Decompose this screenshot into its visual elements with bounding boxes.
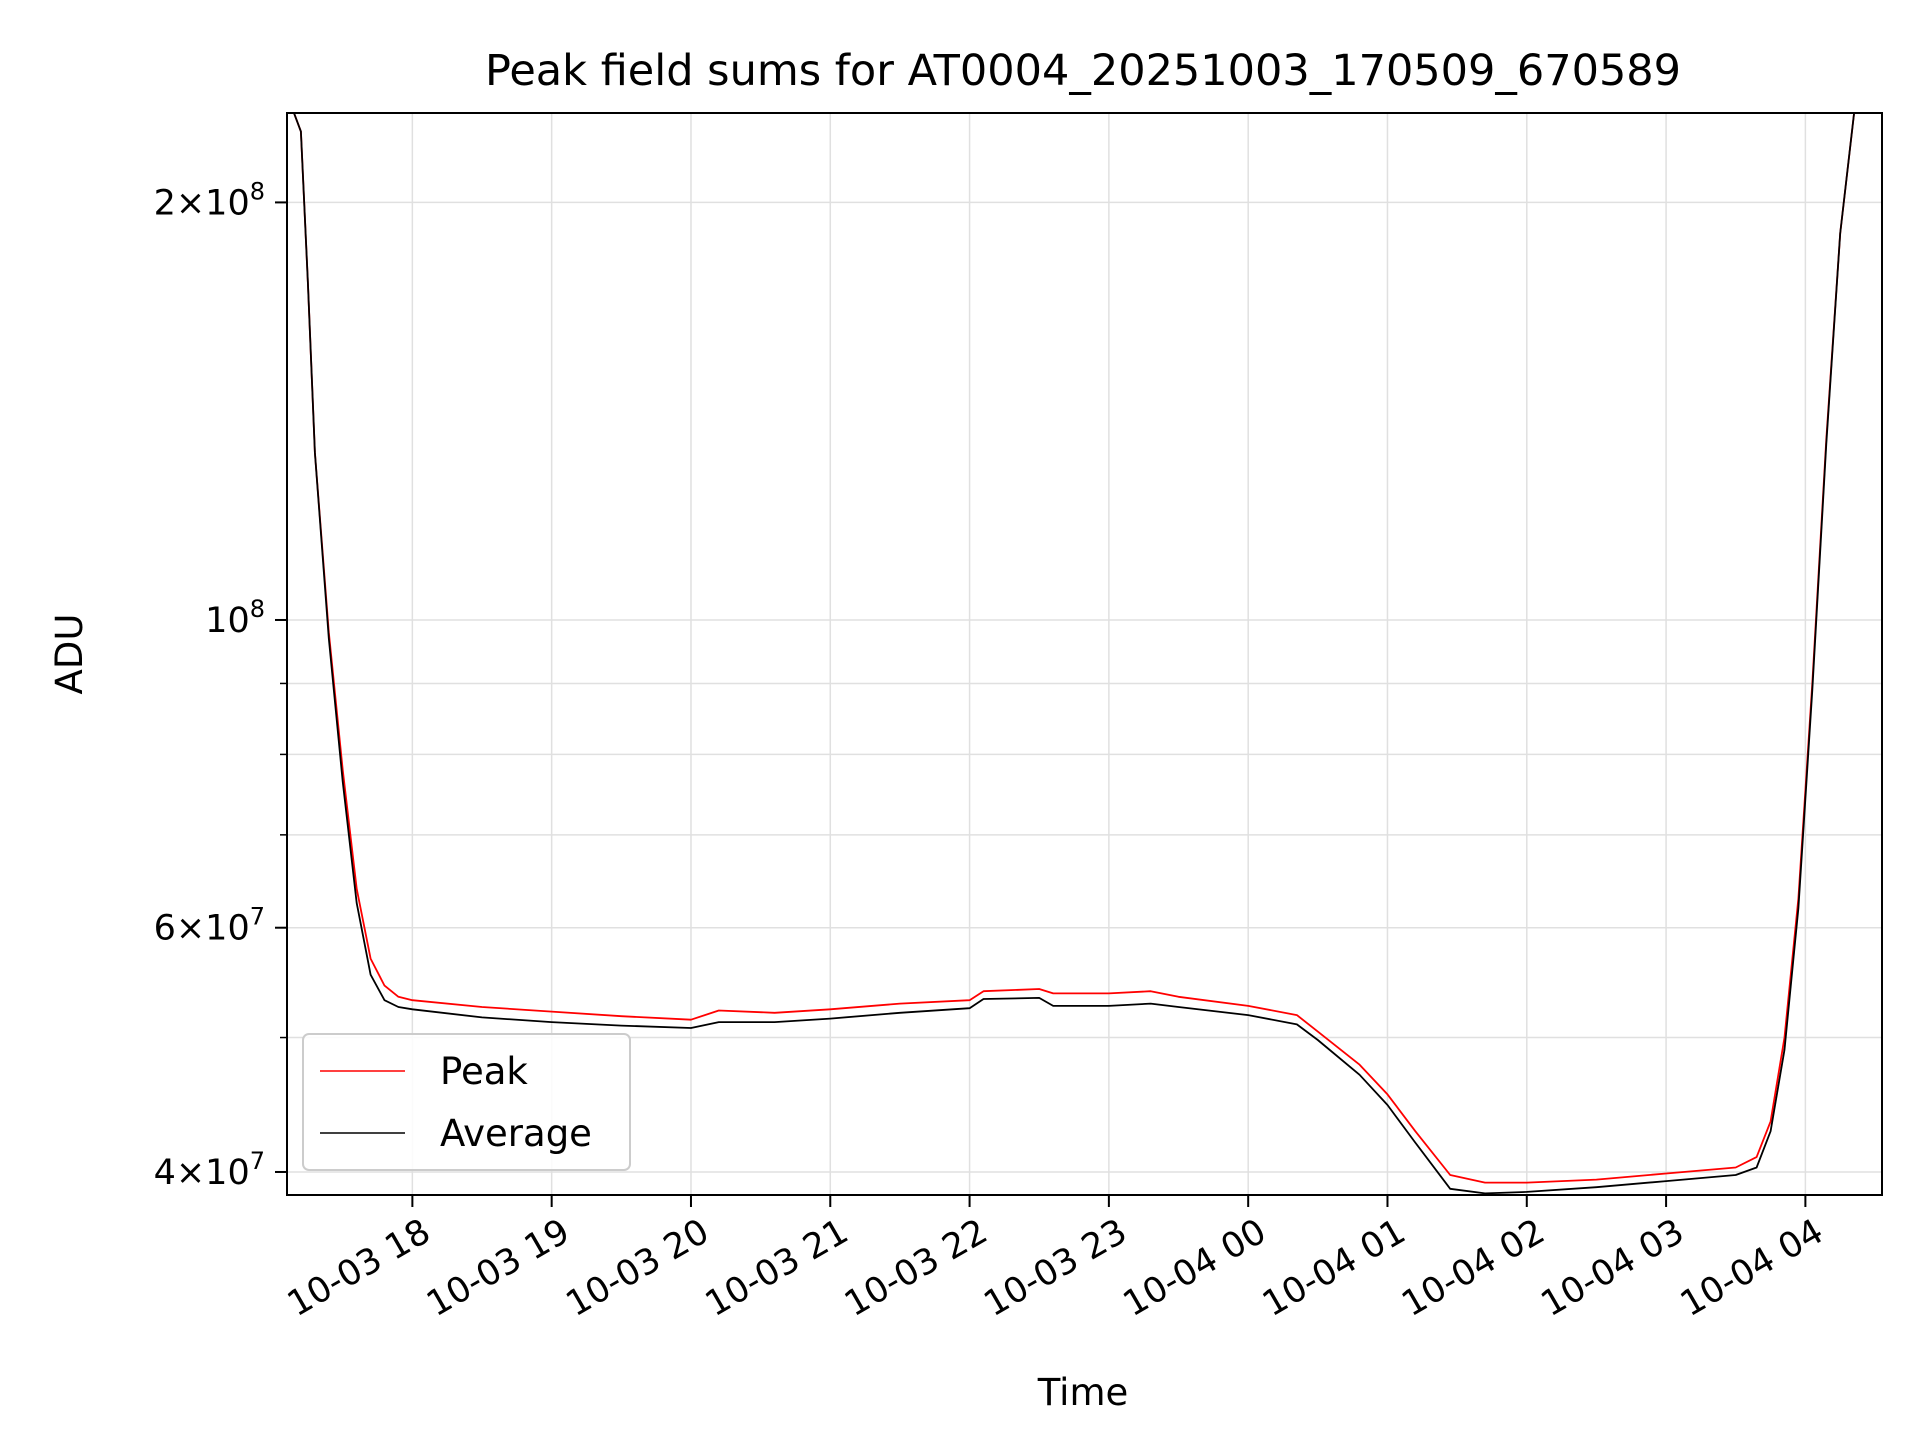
y-tick-label: 2×108: [154, 177, 265, 223]
y-tick-label: 4×107: [154, 1147, 265, 1193]
y-axis-label: ADU: [48, 614, 91, 695]
grid-layer: [287, 113, 1882, 1195]
legend-average-label: Average: [440, 1112, 592, 1155]
chart-title: Peak field sums for AT0004_20251003_1705…: [485, 46, 1681, 96]
peak-series-line: [293, 113, 1882, 1184]
legend-peak-label: Peak: [440, 1050, 528, 1093]
axes-frame: [286, 112, 1883, 1196]
y-tick-label: 6×107: [154, 903, 265, 949]
average-series-line: [293, 113, 1882, 1195]
x-axis-label: Time: [1037, 1371, 1129, 1414]
legend: Peak Average: [302, 1033, 631, 1171]
y-tick-label: 108: [205, 595, 265, 641]
series-layer: [293, 113, 1882, 1195]
legend-box: [302, 1033, 631, 1171]
